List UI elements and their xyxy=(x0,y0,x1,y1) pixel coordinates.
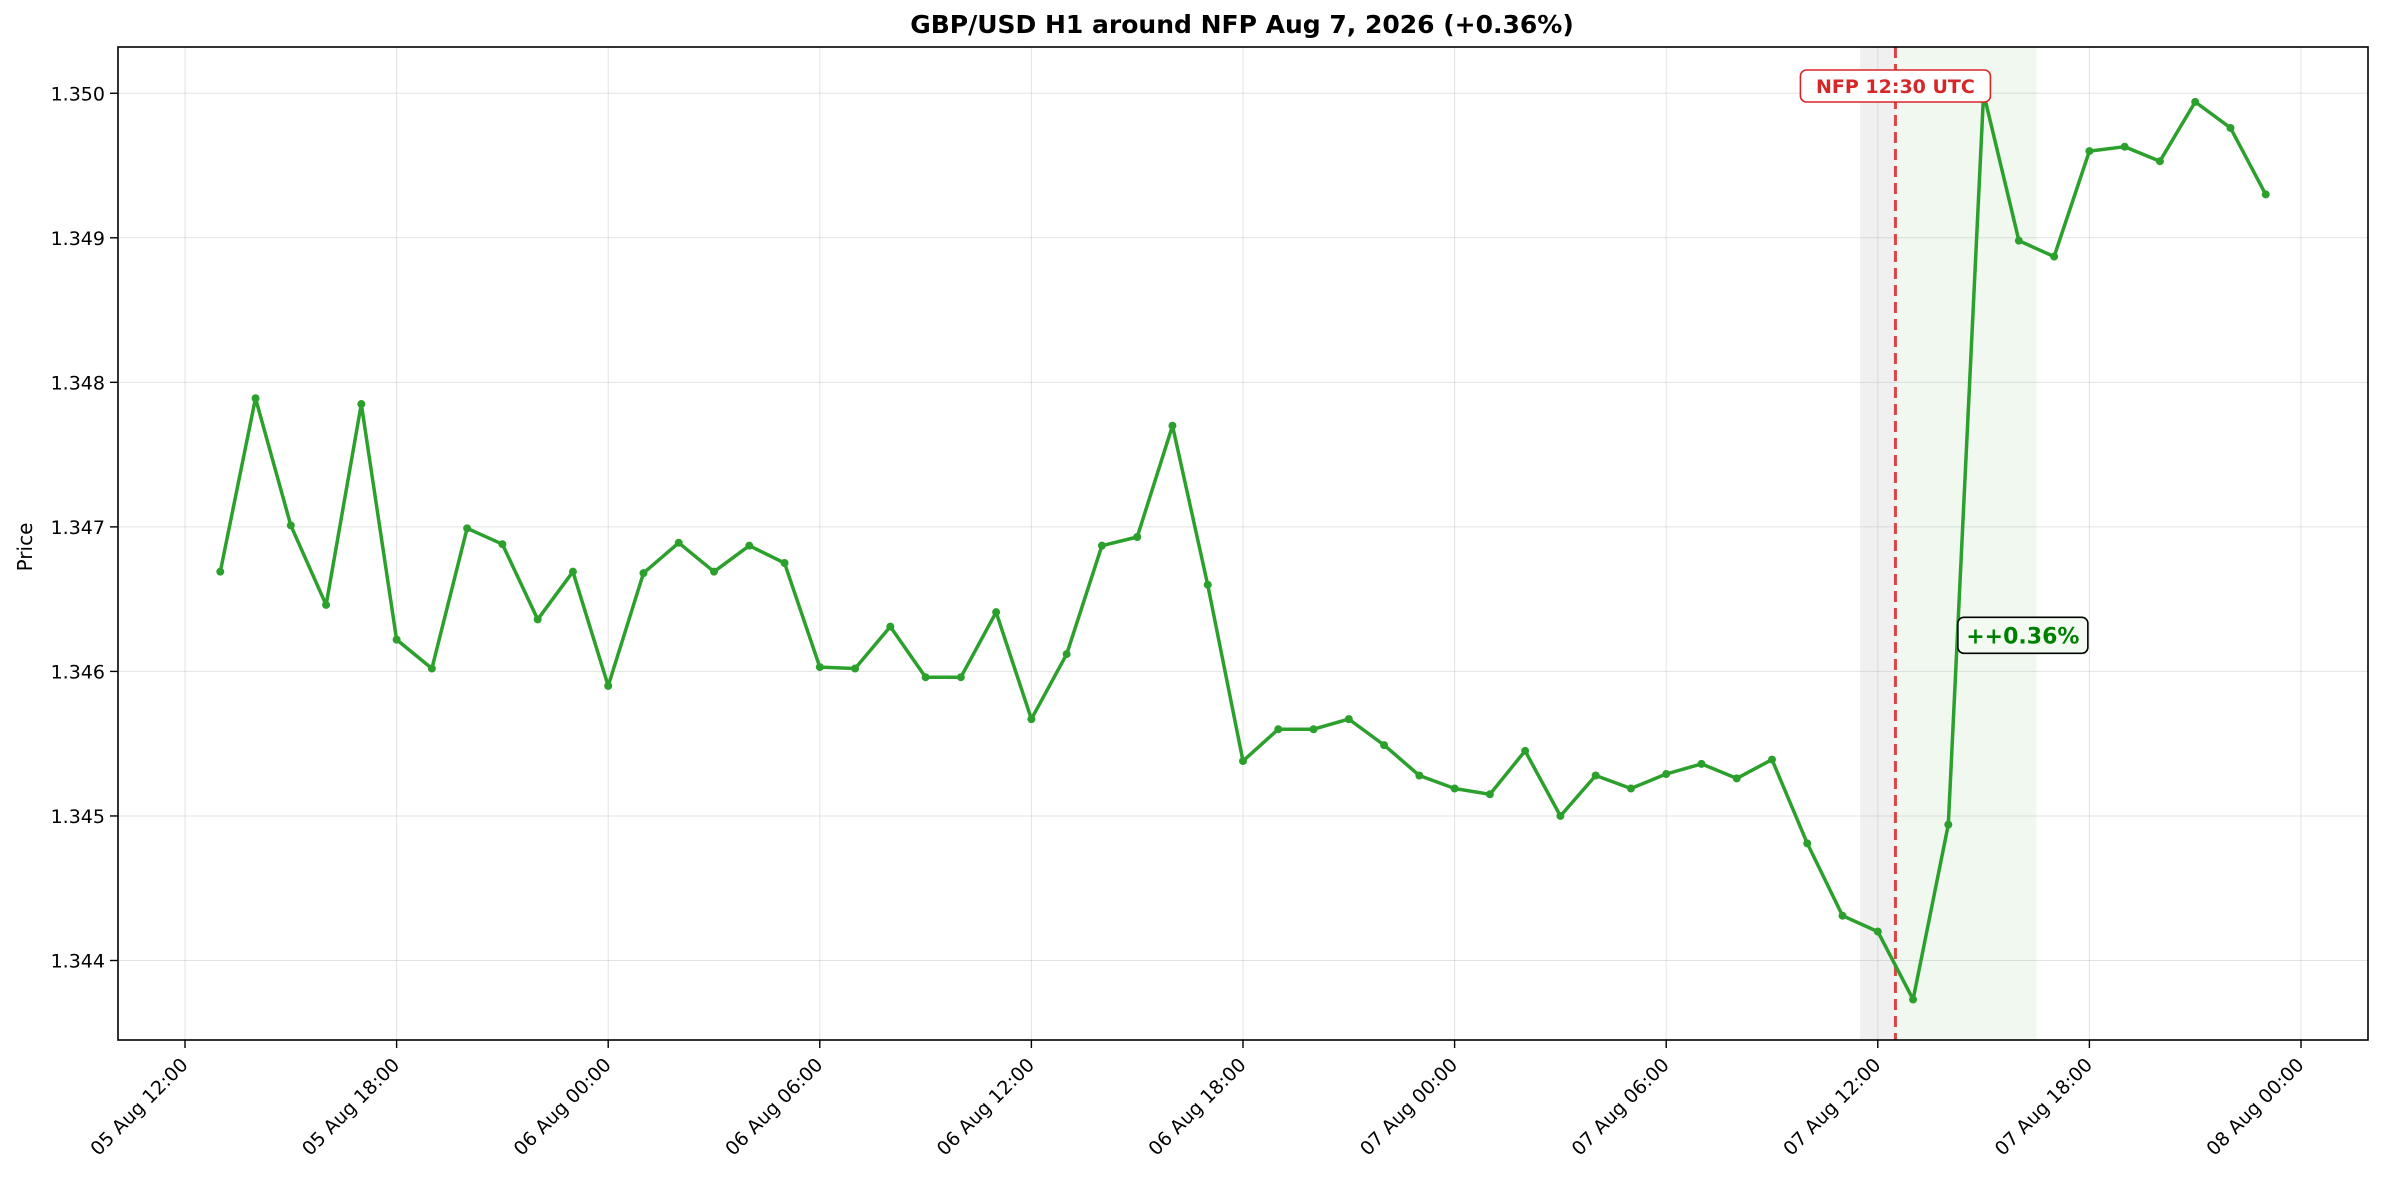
data-point-1 xyxy=(251,394,260,403)
data-point-47 xyxy=(1873,927,1882,936)
y-tick-label-1: 1.345 xyxy=(51,806,105,828)
data-point-46 xyxy=(1838,911,1847,920)
data-point-37 xyxy=(1521,746,1530,755)
data-point-56 xyxy=(2191,97,2200,106)
data-point-32 xyxy=(1344,715,1353,724)
y-tick-label-3: 1.347 xyxy=(51,517,105,539)
y-tick-label-5: 1.349 xyxy=(51,228,105,250)
data-point-28 xyxy=(1203,580,1212,589)
data-point-15 xyxy=(745,541,754,550)
data-point-5 xyxy=(392,635,401,644)
data-point-17 xyxy=(815,663,824,672)
data-point-26 xyxy=(1133,532,1142,541)
grid-lines xyxy=(118,47,2368,1040)
data-point-21 xyxy=(956,673,965,682)
x-tick-label-3: 06 Aug 06:00 xyxy=(721,1054,827,1160)
change-label: ++0.36% xyxy=(1966,624,2079,649)
shaded-range-1 xyxy=(1895,47,2037,1040)
x-tick-label-5: 06 Aug 18:00 xyxy=(1144,1054,1250,1160)
y-axis: 1.344 1.345 1.346 1.347 1.348 1.349 1.350 xyxy=(51,83,118,973)
chart-title: GBP/USD H1 around NFP Aug 7, 2026 (+0.36… xyxy=(910,10,1574,39)
data-point-52 xyxy=(2050,252,2059,261)
series xyxy=(216,89,2270,1004)
data-point-38 xyxy=(1556,811,1565,820)
x-tick-label-8: 07 Aug 12:00 xyxy=(1779,1054,1885,1160)
x-axis: 05 Aug 12:00 05 Aug 18:00 06 Aug 00:00 06 A… xyxy=(86,1040,2309,1160)
nfp-label-box xyxy=(1799,69,1992,103)
x-tick-label-1: 05 Aug 18:00 xyxy=(298,1054,404,1160)
data-point-16 xyxy=(780,559,789,568)
data-point-39 xyxy=(1591,771,1600,780)
y-axis-label: Price xyxy=(13,523,37,572)
data-point-30 xyxy=(1274,725,1283,734)
data-point-53 xyxy=(2085,147,2094,156)
data-point-45 xyxy=(1803,839,1812,848)
data-point-54 xyxy=(2120,142,2129,151)
data-point-36 xyxy=(1485,790,1494,799)
data-point-58 xyxy=(2261,190,2270,199)
x-tick-label-2: 06 Aug 00:00 xyxy=(510,1054,616,1160)
shaded-ranges xyxy=(1860,47,2037,1040)
data-point-20 xyxy=(921,673,930,682)
x-tick-label-6: 07 Aug 00:00 xyxy=(1356,1054,1462,1160)
data-point-24 xyxy=(1062,650,1071,659)
data-point-3 xyxy=(322,600,331,609)
data-point-22 xyxy=(992,608,1001,617)
y-tick-label-0: 1.344 xyxy=(51,951,105,973)
data-point-42 xyxy=(1697,759,1706,768)
data-point-4 xyxy=(357,400,366,409)
data-point-7 xyxy=(463,524,472,533)
data-point-44 xyxy=(1767,755,1776,764)
x-tick-label-0: 05 Aug 12:00 xyxy=(86,1054,192,1160)
data-point-55 xyxy=(2155,157,2164,166)
data-point-41 xyxy=(1662,770,1671,779)
shaded-range-0 xyxy=(1860,47,1896,1040)
data-point-2 xyxy=(286,521,295,530)
data-point-8 xyxy=(498,540,507,549)
data-point-40 xyxy=(1626,784,1635,793)
data-point-25 xyxy=(1097,541,1106,550)
x-tick-label-7: 07 Aug 06:00 xyxy=(1568,1054,1674,1160)
data-point-23 xyxy=(1027,715,1036,724)
change-label-box xyxy=(1957,616,2089,655)
data-point-13 xyxy=(674,538,683,547)
data-point-10 xyxy=(568,567,577,576)
data-point-35 xyxy=(1450,784,1459,793)
data-point-29 xyxy=(1239,757,1247,766)
y-tick-label-2: 1.346 xyxy=(51,661,105,683)
data-point-19 xyxy=(886,622,895,631)
data-point-11 xyxy=(604,681,613,690)
y-tick-label-6: 1.350 xyxy=(51,83,105,105)
data-point-49 xyxy=(1944,820,1953,829)
nfp-label: NFP 12:30 UTC xyxy=(1816,76,1975,98)
data-point-6 xyxy=(427,664,436,673)
data-point-9 xyxy=(533,615,542,624)
annotations: NFP 12:30 UTC ++0.36% xyxy=(1799,69,2089,655)
data-point-34 xyxy=(1415,771,1424,780)
data-point-43 xyxy=(1732,774,1741,783)
data-point-12 xyxy=(639,569,648,578)
data-point-14 xyxy=(710,567,719,576)
data-point-0 xyxy=(216,567,225,576)
x-tick-label-10: 08 Aug 00:00 xyxy=(2202,1054,2308,1160)
data-point-27 xyxy=(1168,421,1177,430)
y-tick-label-4: 1.348 xyxy=(51,372,105,394)
data-point-31 xyxy=(1309,725,1318,734)
x-tick-label-9: 07 Aug 18:00 xyxy=(1991,1054,2097,1160)
data-point-18 xyxy=(851,664,860,673)
data-point-57 xyxy=(2226,123,2235,132)
data-point-33 xyxy=(1380,741,1389,750)
data-point-48 xyxy=(1909,995,1918,1004)
x-tick-label-4: 06 Aug 12:00 xyxy=(933,1054,1039,1160)
data-point-51 xyxy=(2014,236,2023,245)
